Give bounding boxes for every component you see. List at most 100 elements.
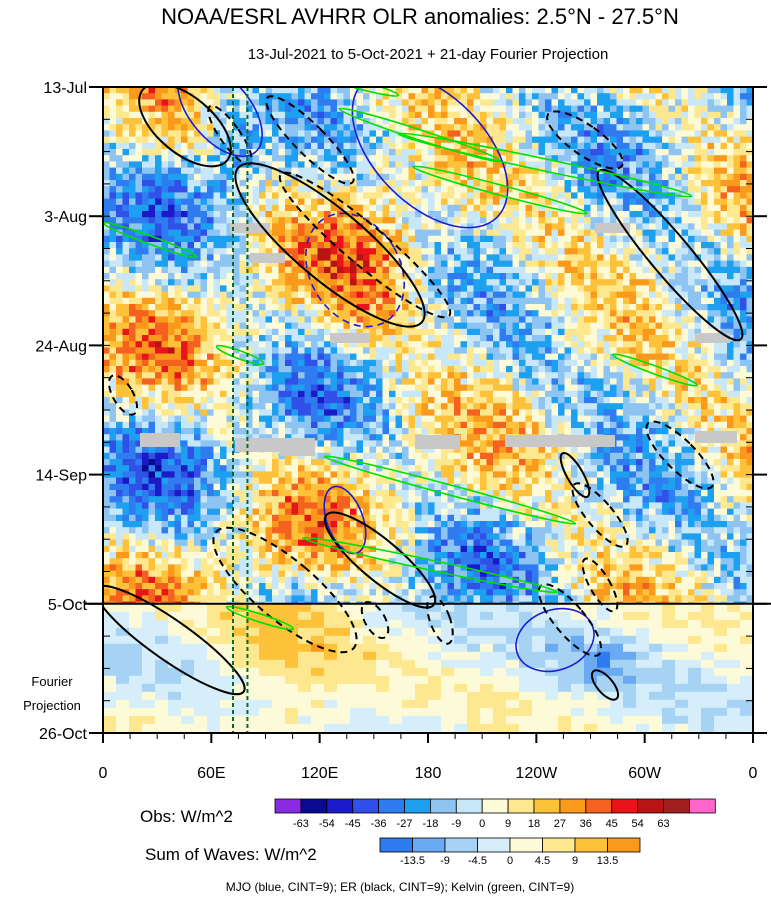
obs-cell [395,217,403,224]
obs-cell [213,341,221,348]
obs-cell [519,130,527,138]
obs-cell [506,111,514,119]
obs-cell [571,347,579,355]
obs-cell [369,186,377,193]
obs-cell [519,192,527,200]
obs-cell [395,372,403,379]
obs-cell [317,260,325,268]
obs-cell [571,149,579,156]
obs-cell [103,359,111,367]
obs-cell [239,217,247,224]
obs-cell [278,93,286,100]
obs-cell [187,87,195,94]
obs-cell [304,167,312,175]
obs-cell [694,304,702,311]
obs-cell [350,192,358,200]
obs-cell [675,155,683,162]
obs-cell [181,285,189,293]
obs-cell [428,211,436,218]
obs-cell [603,111,611,119]
obs-cell [291,372,299,379]
obs-cell [213,118,221,125]
obs-cell [207,273,215,280]
obs-cell [707,353,715,361]
obs-cell [480,347,488,355]
obs-cell [278,266,286,274]
obs-cell [655,211,663,218]
obs-cell [538,130,546,138]
obs-cell [571,328,579,336]
obs-cell [324,142,332,150]
obs-cell [103,384,111,392]
obs-cell [363,254,371,262]
obs-cell [246,378,254,386]
obs-cell [577,173,585,181]
obs-cell [200,198,208,206]
obs-cell [382,341,390,348]
obs-cell [109,248,117,255]
obs-cell [668,279,676,286]
obs-cell [454,266,462,274]
obs-cell [740,192,748,200]
obs-cell [688,266,696,274]
obs-cell [746,341,753,348]
obs-cell [649,248,657,255]
obs-cell [324,130,332,138]
obs-cell [675,248,683,255]
obs-cell [278,118,286,125]
obs-cell [616,273,624,280]
obs-cell [681,93,689,100]
obs-cell [590,335,598,342]
obs-cell [363,167,371,175]
obs-cell [194,124,202,131]
obs-cell [629,142,637,150]
obs-cell [330,316,338,324]
obs-cell [291,366,299,373]
obs-cell [597,366,605,373]
obs-cell [473,149,481,156]
obs-cell [428,322,436,330]
obs-cell [460,235,468,243]
obs-cell [376,87,384,94]
obs-cell [434,186,442,193]
obs-cell [558,359,566,367]
obs-cell [369,155,377,162]
obs-cell [707,217,715,224]
obs-cell [395,204,403,212]
obs-cell [408,359,416,367]
obs-cell [688,390,696,398]
obs-cell [155,87,163,94]
obs-cell [720,173,728,181]
obs-cell [155,347,163,355]
obs-cell [486,273,494,280]
obs-cell [564,285,572,293]
obs-cell [174,99,182,107]
obs-cell [558,118,566,125]
obs-cell [356,328,364,336]
obs-cell [623,235,631,243]
obs-cell [272,105,280,113]
obs-cell [291,192,299,200]
obs-cell [662,266,670,274]
obs-cell [265,118,273,125]
obs-cell [337,390,345,398]
obs-cell [252,136,260,144]
obs-cell [486,359,494,367]
obs-cell [213,173,221,181]
obs-cell [148,87,156,94]
obs-cell [129,124,137,131]
obs-cell [356,149,364,156]
plot-area [103,87,753,733]
obs-cell [727,223,735,231]
obs-cell [226,198,234,206]
obs-cell [668,93,676,100]
obs-cell [688,149,696,156]
obs-cell [512,229,520,237]
obs-cell [142,155,150,162]
obs-cell [720,217,728,224]
obs-cell [564,273,572,280]
obs-cell [382,155,390,162]
obs-cell [213,235,221,243]
obs-cell [272,248,280,255]
obs-cell [701,366,709,373]
